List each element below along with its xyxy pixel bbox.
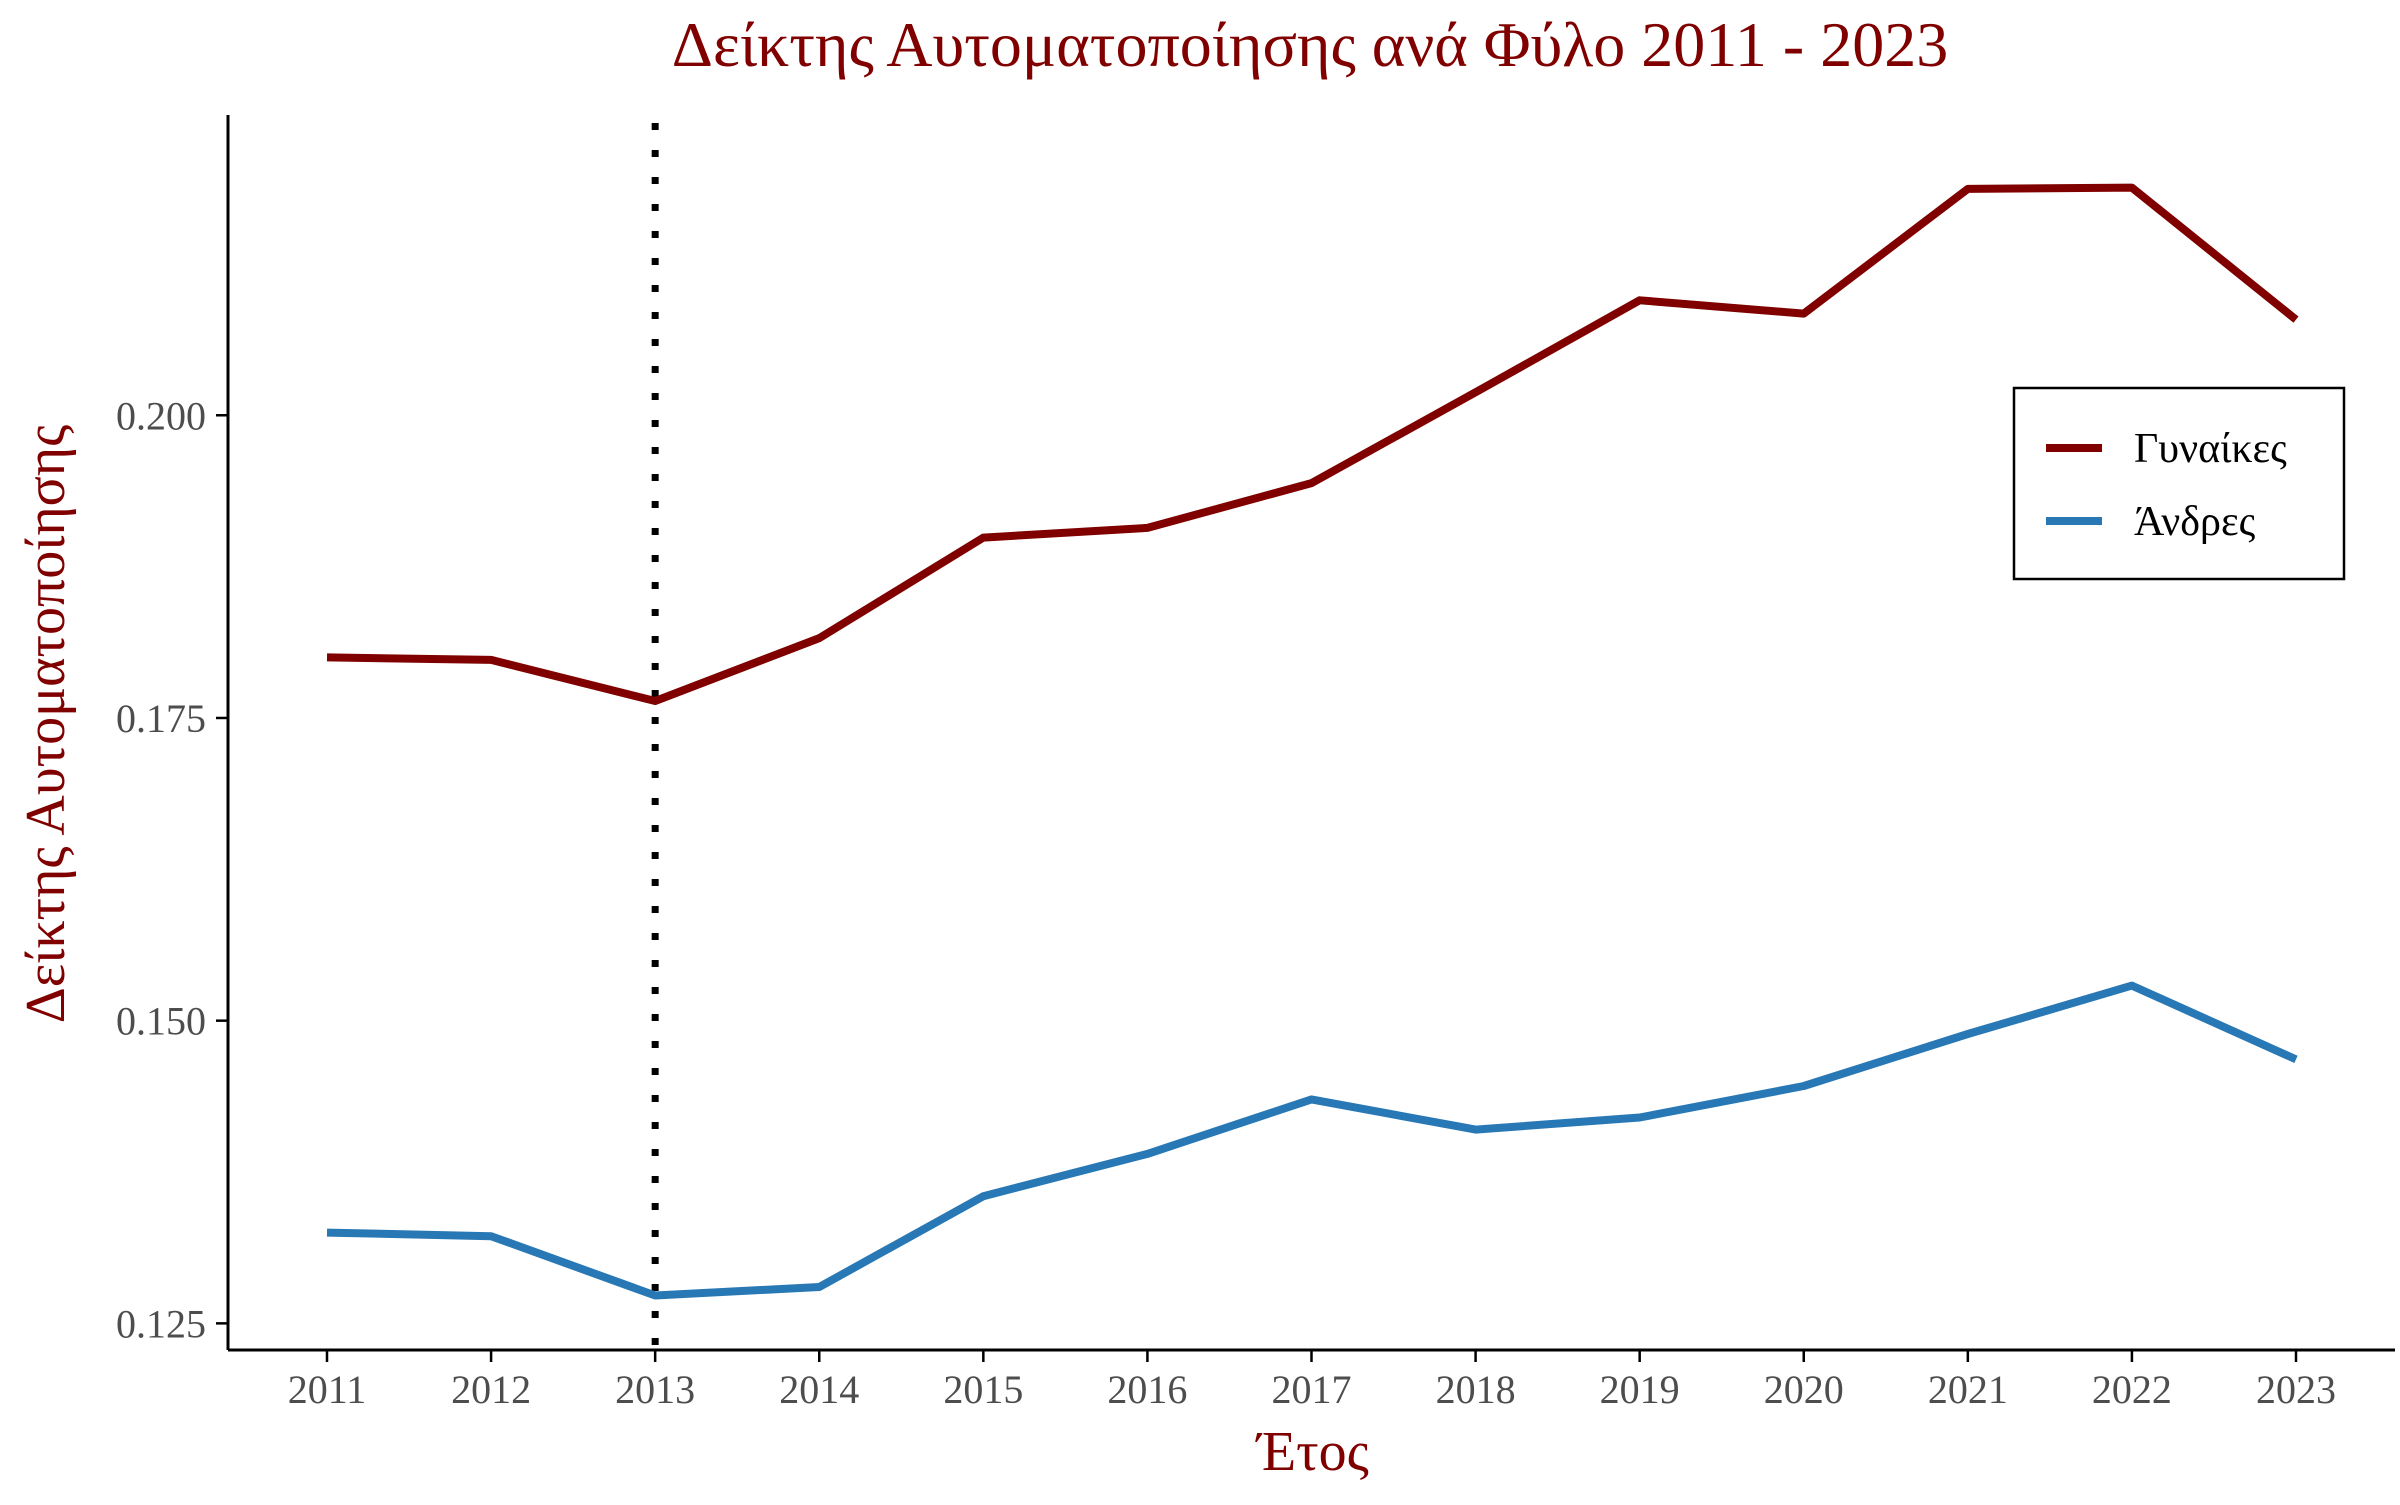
series-line-andres [326, 981, 2298, 1300]
plot-area: 2011 2012 2013 2014 2015 2016 2017 2018 2019 2020… [116, 115, 2395, 1412]
chart-title: Δείκτης Αυτοματοποίησης ανά Φύλο 2011 - … [672, 9, 1948, 80]
y-tick-label: 0.150 [116, 999, 206, 1044]
y-tick-label: 0.125 [116, 1301, 206, 1346]
data-point-andres-2011 [323, 1229, 331, 1237]
legend-box [2012, 386, 2346, 581]
x-tick-label: 2023 [2256, 1367, 2336, 1412]
data-point-gynaikes-2020 [1800, 310, 1808, 318]
x-axis-title: Έτος [1255, 1421, 1369, 1483]
data-point-gynaikes-2015 [979, 534, 987, 542]
data-point-gynaikes-2022 [2128, 184, 2136, 192]
data-point-andres-2020 [1800, 1082, 1808, 1090]
data-point-gynaikes-2019 [1636, 296, 1644, 304]
x-tick-label: 2018 [1436, 1367, 1516, 1412]
x-tick-label: 2014 [779, 1367, 859, 1412]
x-tick-label: 2011 [288, 1367, 367, 1412]
data-point-andres-2022 [2128, 982, 2136, 990]
x-tick-label: 2016 [1107, 1367, 1187, 1412]
x-tick-label: 2020 [1764, 1367, 1844, 1412]
data-point-gynaikes-2016 [1143, 524, 1151, 532]
data-point-gynaikes-2011 [323, 653, 331, 661]
x-tick-label: 2019 [1600, 1367, 1680, 1412]
data-point-gynaikes-2012 [487, 656, 495, 664]
data-point-gynaikes-2013 [651, 697, 659, 705]
data-point-andres-2012 [487, 1232, 495, 1240]
legend-label-andres: Άνδρες [2134, 499, 2256, 545]
data-point-andres-2016 [1143, 1150, 1151, 1158]
data-point-andres-2018 [1472, 1126, 1480, 1134]
x-tick-label: 2021 [1928, 1367, 2008, 1412]
data-point-andres-2013 [651, 1292, 659, 1300]
legend: Γυναίκες Άνδρες [2012, 386, 2346, 581]
data-point-gynaikes-2021 [1964, 185, 1972, 193]
x-tick-label: 2013 [615, 1367, 695, 1412]
data-point-gynaikes-2014 [815, 634, 823, 642]
data-point-gynaikes-2017 [1308, 479, 1316, 487]
x-tick-label: 2017 [1272, 1367, 1352, 1412]
y-tick-label: 0.200 [116, 393, 206, 438]
data-point-gynaikes-2018 [1472, 388, 1480, 396]
series-line-gynaikes [326, 183, 2299, 705]
data-point-andres-2023 [2292, 1055, 2300, 1063]
data-point-andres-2021 [1964, 1030, 1972, 1038]
data-point-andres-2015 [979, 1192, 987, 1200]
x-tick-label: 2012 [451, 1367, 531, 1412]
data-point-andres-2019 [1636, 1114, 1644, 1122]
legend-label-gynaikes: Γυναίκες [2134, 426, 2287, 472]
data-point-gynaikes-2023 [2292, 316, 2300, 324]
x-tick-label: 2015 [943, 1367, 1023, 1412]
x-tick-label: 2022 [2092, 1367, 2172, 1412]
data-point-andres-2017 [1308, 1095, 1316, 1103]
data-point-andres-2014 [815, 1283, 823, 1291]
y-tick-label: 0.175 [116, 696, 206, 741]
y-axis-title: Δείκτης Αυτοματοποίησης [15, 425, 77, 1024]
